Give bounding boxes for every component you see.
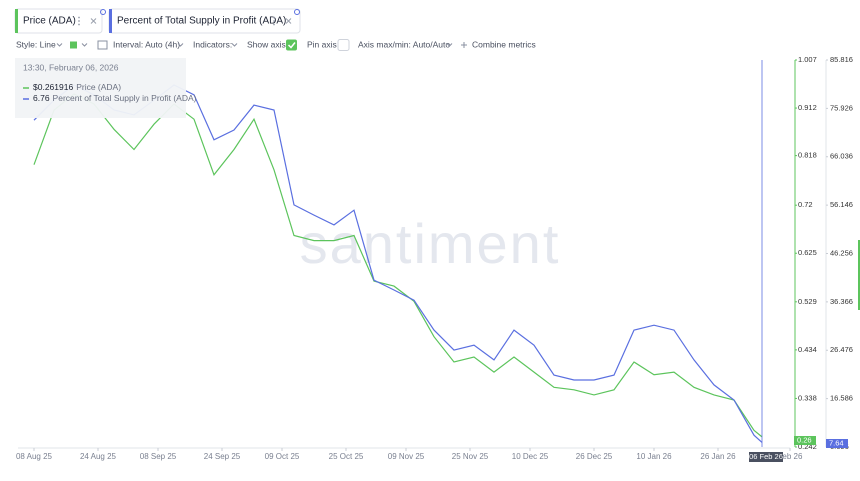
y2-tick-label: 16.586	[830, 394, 853, 403]
y2-tick-label: 36.366	[830, 297, 853, 306]
tab-close[interactable]	[90, 18, 97, 24]
y2-tick-label: 75.926	[830, 103, 853, 112]
chevron	[177, 43, 184, 47]
tooltip-value: 6.76	[33, 93, 50, 103]
y-tick-label: 1.007	[798, 55, 817, 64]
x-tick-label: 26 Dec 25	[576, 452, 613, 461]
x-tick-label: 26 Jan 26	[700, 452, 736, 461]
tab-close[interactable]	[285, 18, 292, 24]
settings-icon[interactable]	[294, 9, 300, 15]
chevron	[81, 43, 88, 47]
tab-label: Price (ADA)	[23, 16, 76, 27]
style-select[interactable]: Style: Line	[16, 39, 56, 49]
x-tick-label: 09 Nov 25	[388, 452, 425, 461]
y2-tick-label: 46.256	[830, 248, 853, 257]
tab-menu-icon[interactable]	[273, 16, 275, 26]
x-tick-label: 08 Sep 25	[140, 452, 177, 461]
y-tick-label: 0.818	[798, 151, 817, 160]
y2-tick-label: 66.036	[830, 152, 853, 161]
color-swatch[interactable]	[70, 41, 77, 49]
x-tick-label: 24 Aug 25	[80, 452, 117, 461]
calendar-icon	[97, 40, 108, 50]
y-tick-label: 0.529	[798, 297, 817, 306]
tooltip-date: 13:30, February 06, 2026	[23, 62, 119, 72]
axis-marker	[858, 240, 860, 310]
supply-badge-label: 7.64	[829, 438, 844, 447]
date-badge-label: 06 Feb 26	[749, 452, 783, 461]
y2-tick-label: 26.476	[830, 345, 853, 354]
y-tick-label: 0.338	[798, 393, 817, 402]
tooltip-row: $0.261916 Price (ADA)	[33, 82, 121, 92]
y-tick-label: 0.625	[798, 248, 817, 257]
tooltip-series: Percent of Total Supply in Profit (ADA)	[53, 93, 197, 103]
tooltip-row: 6.76 Percent of Total Supply in Profit (A…	[33, 93, 197, 103]
y-tick-label: 0.72	[798, 200, 813, 209]
series-line	[33, 93, 763, 438]
x-tick-label: 25 Nov 25	[452, 452, 489, 461]
tooltip	[15, 58, 186, 118]
plot: 0.242 0.338 0.434 0.529 0.625 0.72 0.818 0.912 1…	[16, 55, 860, 461]
x-tick-label: 25 Oct 25	[329, 452, 364, 461]
x-tick-label: 10 Jan 26	[636, 452, 672, 461]
tab-menu-icon[interactable]	[78, 16, 80, 26]
tab-accent	[109, 9, 112, 33]
watermark: santiment	[300, 212, 561, 275]
show-axis-label: Show axis	[247, 39, 286, 49]
y2-tick-label: 56.146	[830, 200, 853, 209]
x-tick-label: 10 Dec 25	[512, 452, 549, 461]
tooltip-value: $0.261916	[33, 82, 73, 92]
y2-tick-label: 85.816	[830, 55, 853, 64]
chevron	[231, 43, 238, 47]
pin-axis-label: Pin axis	[307, 39, 337, 49]
tab-accent	[15, 9, 18, 33]
indicators-select[interactable]: Indicators:	[193, 39, 232, 49]
y-tick-label: 0.912	[798, 103, 817, 112]
y-tick-label: 0.242	[798, 442, 817, 451]
y-tick-label: 0.434	[798, 345, 817, 354]
price-badge-label: 0.26	[797, 435, 812, 444]
axis-range-select[interactable]: Axis max/min: Auto/Auto	[358, 39, 450, 49]
chevron	[56, 43, 63, 47]
settings-icon[interactable]	[100, 9, 106, 15]
supply-badge	[826, 439, 848, 448]
x-tick-label: 09 Oct 25	[265, 452, 300, 461]
tab-label: Percent of Total Supply in Profit (ADA)	[117, 16, 286, 27]
show-axis-checkbox[interactable]	[286, 39, 297, 51]
plus-icon	[461, 42, 467, 48]
x-tick-label: 08 Aug 25	[16, 452, 53, 461]
x-tick-label: 24 Sep 25	[204, 452, 241, 461]
chevron	[446, 43, 453, 47]
price-badge	[794, 436, 816, 445]
date-badge	[749, 452, 783, 462]
interval-select[interactable]: Interval: Auto (4h)	[113, 39, 180, 49]
x-tick-label: Feb 26	[778, 452, 803, 461]
check	[287, 42, 296, 49]
pin-axis-checkbox[interactable]	[337, 39, 350, 51]
tooltip-series: Price (ADA)	[76, 82, 121, 92]
combine-metrics[interactable]: Combine metrics	[472, 39, 536, 49]
